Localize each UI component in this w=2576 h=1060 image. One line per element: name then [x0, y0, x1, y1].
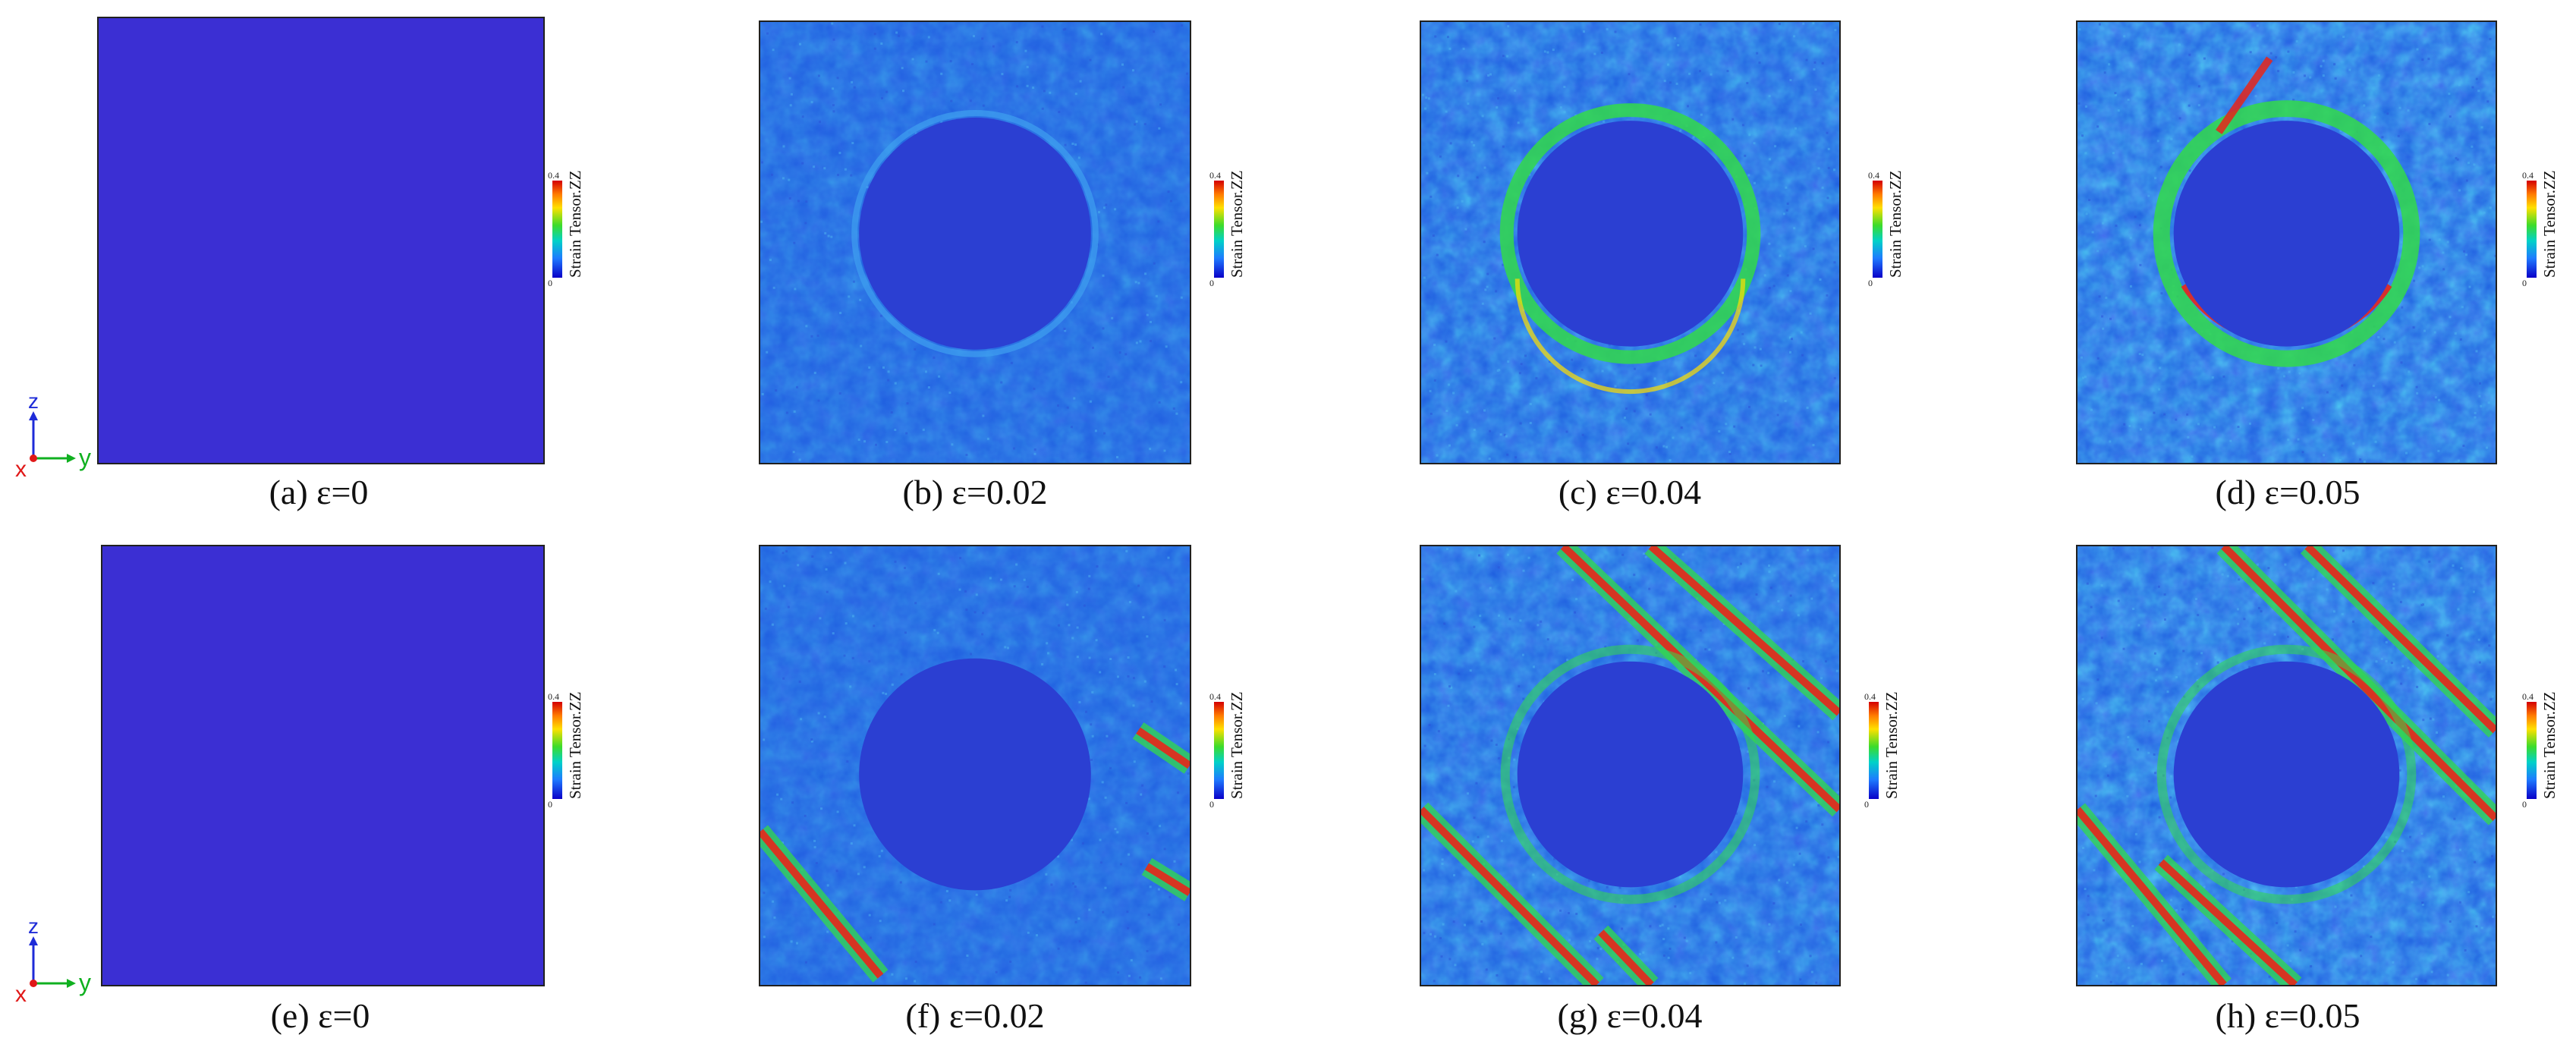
colorbar-max-label: 0.4 — [2522, 170, 2534, 181]
colorbar-max-label: 0.4 — [1209, 170, 1221, 181]
strain-map-d — [2076, 20, 2497, 464]
colorbar-max-label: 0.4 — [1868, 170, 1879, 181]
colorbar-max-label: 0.4 — [1864, 691, 1876, 702]
colorbar-max-label: 0.4 — [2522, 691, 2534, 702]
y-label: y — [79, 969, 91, 996]
z-arrowhead — [29, 936, 38, 945]
colorbar-max-label: 0.4 — [548, 691, 559, 702]
strain-field-graphic — [1421, 22, 1839, 463]
colorbar-title: Strain Tensor.ZZ — [1228, 170, 1246, 278]
colorbar-gradient — [552, 181, 562, 278]
caption-e: (e) ε=0 — [270, 996, 370, 1035]
strain-map-b — [759, 20, 1191, 464]
axes-triad-bottom: z y x — [15, 914, 99, 1007]
caption-f: (f) ε=0.02 — [905, 996, 1045, 1035]
axes-triad-top: z y x — [15, 389, 99, 482]
colorbar-title: Strain Tensor.ZZ — [2540, 170, 2559, 278]
colorbar-title: Strain Tensor.ZZ — [1886, 170, 1904, 278]
colorbar-title: Strain Tensor.ZZ — [566, 691, 584, 799]
colorbar-title: Strain Tensor.ZZ — [2540, 691, 2559, 799]
strain-map-h — [2076, 545, 2497, 986]
colorbar-max-label: 0.4 — [548, 170, 559, 181]
strain-map-f — [759, 545, 1191, 986]
strain-map-e — [101, 545, 545, 986]
strain-field-graphic — [760, 546, 1190, 985]
x-label: x — [15, 982, 27, 1007]
colorbar-gradient — [1214, 702, 1224, 799]
colorbar-gradient — [552, 702, 562, 799]
strain-map-a — [97, 17, 545, 464]
strain-field-graphic — [1421, 546, 1839, 985]
colorbar-max-label: 0.4 — [1209, 691, 1221, 702]
colorbar-title: Strain Tensor.ZZ — [1882, 691, 1901, 799]
strain-field-graphic — [2077, 22, 2496, 463]
caption-c: (c) ε=0.04 — [1558, 473, 1702, 511]
colorbar-title: Strain Tensor.ZZ — [566, 170, 584, 278]
colorbar-min-label: 0 — [2522, 799, 2527, 810]
colorbar-min-label: 0 — [548, 799, 552, 810]
strain-field-graphic — [2077, 546, 2496, 985]
colorbar-min-label: 0 — [548, 278, 552, 288]
y-label: y — [79, 444, 91, 471]
caption-a: (a) ε=0 — [269, 473, 369, 511]
colorbar-min-label: 0 — [1868, 278, 1873, 288]
axes-triad-icon: z y x — [15, 914, 91, 1007]
caption-h: (h) ε=0.05 — [2215, 996, 2361, 1035]
x-label: x — [15, 457, 27, 482]
strain-field-graphic — [102, 546, 543, 985]
strain-map-c — [1420, 20, 1841, 464]
y-arrowhead — [67, 454, 76, 463]
strain-field-graphic — [99, 18, 543, 463]
colorbar-gradient — [2527, 181, 2537, 278]
caption-d: (d) ε=0.05 — [2215, 473, 2361, 511]
colorbar-title: Strain Tensor.ZZ — [1228, 691, 1246, 799]
caption-g: (g) ε=0.04 — [1557, 996, 1703, 1035]
x-axis-dot — [30, 455, 37, 462]
colorbar-gradient — [1869, 702, 1879, 799]
axes-triad-icon: z y x — [15, 389, 91, 482]
strain-field-graphic — [760, 22, 1190, 463]
colorbar-min-label: 0 — [1864, 799, 1869, 810]
colorbar-min-label: 0 — [1209, 799, 1214, 810]
colorbar-gradient — [1873, 181, 1882, 278]
colorbar-min-label: 0 — [1209, 278, 1214, 288]
z-arrowhead — [29, 411, 38, 420]
colorbar-gradient — [1214, 181, 1224, 278]
strain-map-g — [1420, 545, 1841, 986]
z-label: z — [28, 914, 39, 938]
z-label: z — [28, 389, 39, 413]
x-axis-dot — [30, 980, 37, 987]
caption-b: (b) ε=0.02 — [902, 473, 1048, 511]
colorbar-min-label: 0 — [2522, 278, 2527, 288]
y-arrowhead — [67, 979, 76, 988]
colorbar-gradient — [2527, 702, 2537, 799]
